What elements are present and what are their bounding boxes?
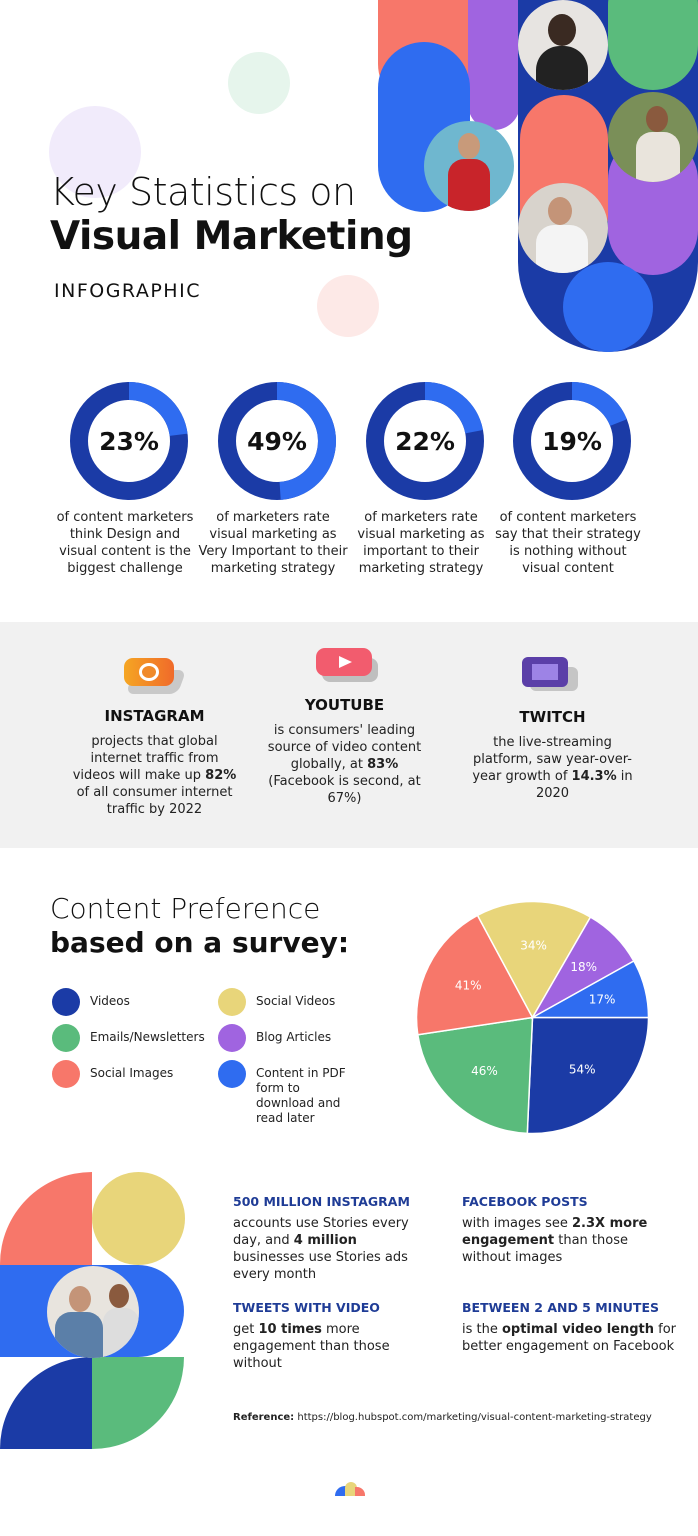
- pie-label: 18%: [570, 960, 597, 974]
- stat-value: 22%: [395, 426, 455, 456]
- pie-label: 54%: [569, 1063, 596, 1077]
- subtitle: INFOGRAPHIC: [54, 280, 201, 302]
- fact-block: TWEETS WITH VIDEO get 10 times more enga…: [233, 1300, 423, 1372]
- fact-text: accounts use Stories every day, and 4 mi…: [233, 1216, 409, 1282]
- fact-block: FACEBOOK POSTS with images see 2.3X more…: [462, 1194, 677, 1266]
- fact-heading: TWEETS WITH VIDEO: [233, 1300, 380, 1315]
- platform-youtube: YOUTUBE is consumers' leading source of …: [262, 696, 427, 807]
- donut-fill: [424, 382, 483, 434]
- photo-two-men: [47, 1266, 139, 1358]
- fact-heading: FACEBOOK POSTS: [462, 1194, 588, 1209]
- fact-text: with images see 2.3X more engagement tha…: [462, 1216, 648, 1265]
- pie-chart: 54% 46% 41% 34% 18% 17%: [415, 900, 650, 1135]
- pie-slice: [476, 900, 592, 1020]
- pie-slice: [416, 1016, 534, 1135]
- instagram-icon: [122, 658, 187, 694]
- platform-name: INSTAGRAM: [104, 707, 205, 725]
- legend-item: Emails/Newsletters: [52, 1024, 212, 1052]
- reference: Reference: https://blog.hubspot.com/mark…: [233, 1412, 652, 1423]
- legend-item: Videos: [52, 988, 212, 1016]
- decor-circle: [317, 275, 379, 337]
- stat-value: 49%: [247, 426, 307, 456]
- legend-swatch: [218, 1060, 246, 1088]
- legend-label: Content in PDF form to download and read…: [256, 1066, 346, 1125]
- youtube-icon: [316, 648, 380, 684]
- photo-man-cafe: [608, 92, 698, 182]
- donut-fill: [128, 382, 188, 437]
- pie-slice: [529, 959, 650, 1019]
- platform-name: TWITCH: [519, 708, 586, 726]
- platform-description: the live-streaming platform, saw year-ov…: [472, 735, 633, 801]
- stat-caption: of marketers rate visual marketing as Ve…: [198, 510, 348, 576]
- legend-swatch: [52, 1024, 80, 1052]
- legend-label: Emails/Newsletters: [90, 1030, 205, 1044]
- legend-label: Blog Articles: [256, 1030, 332, 1044]
- fact-block: BETWEEN 2 AND 5 MINUTES is the optimal v…: [462, 1300, 677, 1355]
- twitch-icon: [522, 657, 580, 693]
- legend-item: Social Videos: [218, 988, 378, 1016]
- stat-value: 23%: [99, 426, 159, 456]
- pie-label: 46%: [471, 1064, 498, 1078]
- pie-label: 17%: [589, 992, 616, 1006]
- legend-item: Content in PDF form to download and read…: [218, 1060, 368, 1126]
- platform-description: projects that global internet traffic fr…: [72, 734, 237, 817]
- reference-label: Reference:: [233, 1412, 295, 1423]
- stat-donut: 22%: [366, 382, 484, 500]
- decor-circle: [49, 106, 141, 198]
- preference-title-line1: Content Preference: [50, 892, 321, 925]
- photo-woman-laptop: [518, 0, 608, 90]
- stat-donut: 49%: [218, 382, 336, 500]
- pie-slice: [526, 1016, 650, 1135]
- fact-text: get 10 times more engagement than those …: [233, 1322, 390, 1371]
- stat-donut: 23%: [70, 382, 188, 500]
- pie-label: 34%: [520, 939, 547, 953]
- pie-label: 41%: [455, 978, 482, 992]
- stat-caption: of content marketers say that their stra…: [495, 510, 641, 576]
- legend-swatch: [52, 1060, 80, 1088]
- fact-text: is the optimal video length for better e…: [462, 1322, 677, 1354]
- title-line1: Key Statistics on: [50, 170, 356, 214]
- stat-value: 19%: [542, 426, 602, 456]
- platform-description: is consumers' leading source of video co…: [267, 723, 422, 806]
- legend-swatch: [218, 988, 246, 1016]
- stat-caption: of content marketers think Design and vi…: [56, 510, 194, 576]
- legend-swatch: [218, 1024, 246, 1052]
- legend-item: Social Images: [52, 1060, 212, 1088]
- preference-title-line2: based on a survey:: [50, 926, 350, 959]
- donut-fill: [571, 382, 627, 427]
- platform-instagram: INSTAGRAM projects that global internet …: [72, 707, 237, 818]
- decor-circle: [228, 52, 290, 114]
- photo-man-cheering: [424, 121, 514, 211]
- title-line2: Visual Marketing: [50, 214, 413, 259]
- legend-item: Blog Articles: [218, 1024, 378, 1052]
- fact-heading: 500 MILLION INSTAGRAM: [233, 1194, 410, 1209]
- stat-donut: 19%: [513, 382, 631, 500]
- legend-swatch: [52, 988, 80, 1016]
- stat-caption: of marketers rate visual marketing as im…: [357, 510, 485, 576]
- legend-label: Videos: [90, 994, 130, 1008]
- reference-url[interactable]: https://blog.hubspot.com/marketing/visua…: [297, 1412, 652, 1423]
- legend-label: Social Images: [90, 1066, 174, 1080]
- fact-heading: BETWEEN 2 AND 5 MINUTES: [462, 1300, 660, 1315]
- legend-label: Social Videos: [256, 994, 336, 1008]
- brand-logo: [335, 1482, 367, 1498]
- photo-man-phone: [518, 183, 608, 273]
- pie-slice: [415, 914, 534, 1036]
- donut-fill: [276, 382, 336, 500]
- platform-twitch: TWITCH the live-streaming platform, saw …: [470, 708, 635, 802]
- platform-name: YOUTUBE: [304, 696, 385, 714]
- fact-block: 500 MILLION INSTAGRAM accounts use Stori…: [233, 1194, 423, 1283]
